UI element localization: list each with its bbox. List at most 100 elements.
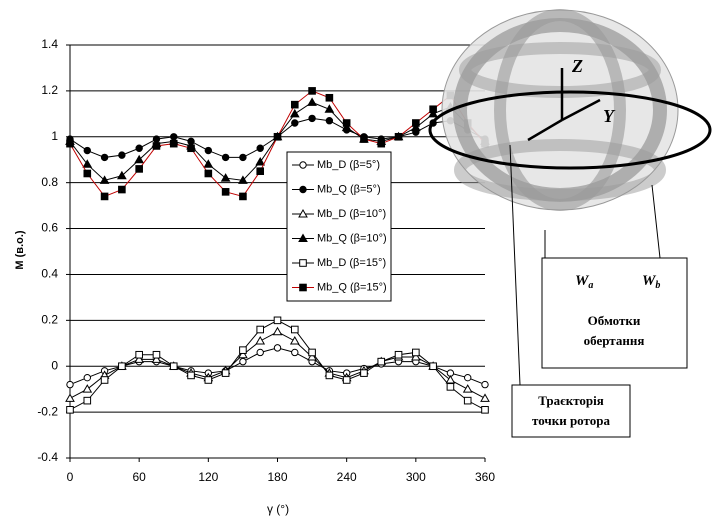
marker xyxy=(82,159,93,168)
marker xyxy=(203,159,214,168)
marker xyxy=(204,376,213,384)
marker xyxy=(445,374,456,384)
marker xyxy=(100,192,109,201)
marker xyxy=(238,175,248,184)
x-tick-label: 60 xyxy=(132,470,146,484)
marker xyxy=(429,362,437,371)
marker xyxy=(464,373,472,382)
trajectory-ellipse xyxy=(428,90,712,170)
marker xyxy=(135,350,143,359)
marker xyxy=(377,139,386,148)
pointer xyxy=(509,144,521,386)
marker xyxy=(462,384,473,393)
marker xyxy=(307,352,317,361)
marker xyxy=(256,325,265,334)
marker xyxy=(394,132,403,141)
marker xyxy=(446,383,455,391)
marker xyxy=(83,146,91,155)
marker xyxy=(118,185,126,194)
marker xyxy=(412,348,420,357)
y-tick-label: 0 xyxy=(51,358,58,372)
marker xyxy=(239,357,247,366)
winding-a-label: Wa xyxy=(575,273,593,291)
plot-area: 1.4 1.2 1 0.8 0.6 0.4 0.2 0 -0.2 -0.4 0 60 120 180 240… xyxy=(37,37,495,484)
x-axis-title: γ (°) xyxy=(267,502,289,516)
marker xyxy=(152,350,161,359)
marker xyxy=(221,369,230,377)
legend-label: Mb_Q (β=10°) xyxy=(317,232,387,244)
marker xyxy=(135,165,143,173)
caption-box xyxy=(511,384,631,438)
marker xyxy=(99,175,110,184)
marker xyxy=(290,100,299,109)
winding-ring xyxy=(494,9,626,211)
marker xyxy=(299,185,307,194)
marker xyxy=(342,119,351,127)
y-tick-label: -0.4 xyxy=(37,450,58,464)
x-tick-label: 300 xyxy=(406,470,426,484)
pointer xyxy=(651,184,661,259)
marker xyxy=(410,122,421,132)
windings-caption: Обмотки xyxy=(588,313,641,328)
y-tick-label: 0.2 xyxy=(41,313,58,327)
rotor-figure: Z Y Wa Wb Обмотки обертання Траєкторія т… xyxy=(428,9,712,438)
y-tick-label: 0.8 xyxy=(41,175,58,189)
marker xyxy=(429,105,437,114)
marker xyxy=(118,151,126,159)
marker xyxy=(299,161,307,169)
marker xyxy=(66,380,74,389)
legend-box xyxy=(286,151,392,302)
marker xyxy=(220,173,231,182)
marker xyxy=(299,259,307,267)
marker xyxy=(298,208,308,218)
marker xyxy=(325,371,334,380)
marker xyxy=(290,325,299,334)
marker xyxy=(272,326,283,336)
marker xyxy=(239,192,247,201)
legend-label: Mb_D (β=10°) xyxy=(317,208,386,220)
marker xyxy=(299,283,307,292)
winding-a-main: W xyxy=(575,273,590,289)
x-tick-label: 180 xyxy=(267,470,287,484)
marker xyxy=(325,93,334,102)
y-tick-label: 1.2 xyxy=(41,83,58,97)
marker xyxy=(273,316,282,325)
marker xyxy=(255,157,266,166)
marker xyxy=(256,167,265,175)
marker xyxy=(360,135,368,143)
trajectory-caption: Траєкторія xyxy=(538,393,604,408)
series-line xyxy=(69,101,486,181)
marker xyxy=(135,144,143,152)
marker xyxy=(291,348,299,357)
marker xyxy=(169,362,178,371)
marker xyxy=(118,362,126,371)
trajectory-caption: точки ротора xyxy=(532,413,610,428)
marker xyxy=(134,354,145,363)
winding-a-sub: a xyxy=(588,280,593,291)
marker xyxy=(134,154,145,164)
marker xyxy=(151,354,162,363)
x-tick-label: 360 xyxy=(475,470,495,484)
winding-ring xyxy=(454,139,666,201)
x-tick-label: 240 xyxy=(337,470,357,484)
axis-arrow xyxy=(527,118,563,142)
marker xyxy=(239,346,247,354)
marker xyxy=(481,380,489,389)
marker xyxy=(428,108,438,118)
marker xyxy=(273,132,282,141)
marker xyxy=(66,139,74,148)
winding-b-label: Wb xyxy=(642,273,660,291)
marker xyxy=(377,357,386,366)
x-tick-label: 120 xyxy=(198,470,218,484)
marker xyxy=(394,350,403,359)
marker xyxy=(463,396,472,405)
winding-b-main: W xyxy=(642,273,657,289)
marker xyxy=(187,144,195,153)
marker xyxy=(239,153,247,162)
axis-z-label: Z xyxy=(571,56,583,76)
marker xyxy=(83,396,92,405)
caption-box xyxy=(541,257,688,369)
y-axis-title: M (в.о.) xyxy=(14,230,26,269)
marker xyxy=(410,352,421,361)
marker xyxy=(169,139,178,148)
